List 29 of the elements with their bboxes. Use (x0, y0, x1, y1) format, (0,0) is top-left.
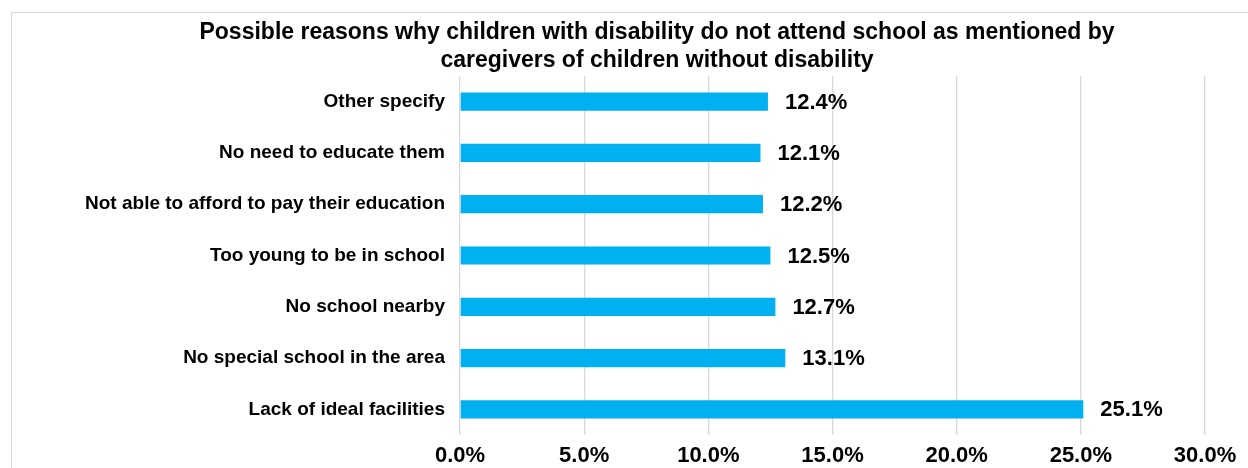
x-tick-label: 10.0% (677, 442, 740, 468)
y-tick-label: Too young to be in school (209, 243, 445, 265)
x-tick-label: 30.0% (1173, 442, 1237, 468)
bar (460, 348, 786, 368)
data-label: 12.4% (784, 88, 848, 114)
data-label: 12.1% (777, 139, 840, 165)
bar (460, 400, 1084, 419)
y-tick-label: Not able to afford to pay their education (85, 192, 445, 214)
bar (460, 297, 776, 316)
x-tick-label: 20.0% (925, 442, 988, 468)
bar (460, 246, 771, 265)
x-tick-label: 0.0% (434, 442, 486, 468)
x-tick-label: 5.0% (559, 442, 610, 468)
data-label: 25.1% (1100, 396, 1163, 422)
y-tick-label: No school nearby (285, 295, 446, 317)
x-tick-label: 15.0% (801, 442, 864, 468)
bar (460, 195, 763, 214)
y-tick-label: No need to educate them (219, 141, 445, 163)
y-tick-label: No special school in the area (183, 346, 446, 368)
y-tick-label: Lack of ideal facilities (248, 397, 445, 419)
x-tick-label: 25.0% (1049, 442, 1113, 468)
chart-title: Possible reasons why children with disability do not attend school as mentioned by caregivers of children without disability (199, 18, 1115, 73)
data-label: 12.2% (779, 191, 843, 217)
y-tick-label: Other specify (323, 89, 446, 111)
data-label: 13.1% (802, 345, 865, 371)
data-label: 12.7% (792, 293, 855, 319)
data-label: 12.5% (787, 242, 850, 268)
bar (460, 92, 768, 111)
bar (460, 143, 761, 163)
